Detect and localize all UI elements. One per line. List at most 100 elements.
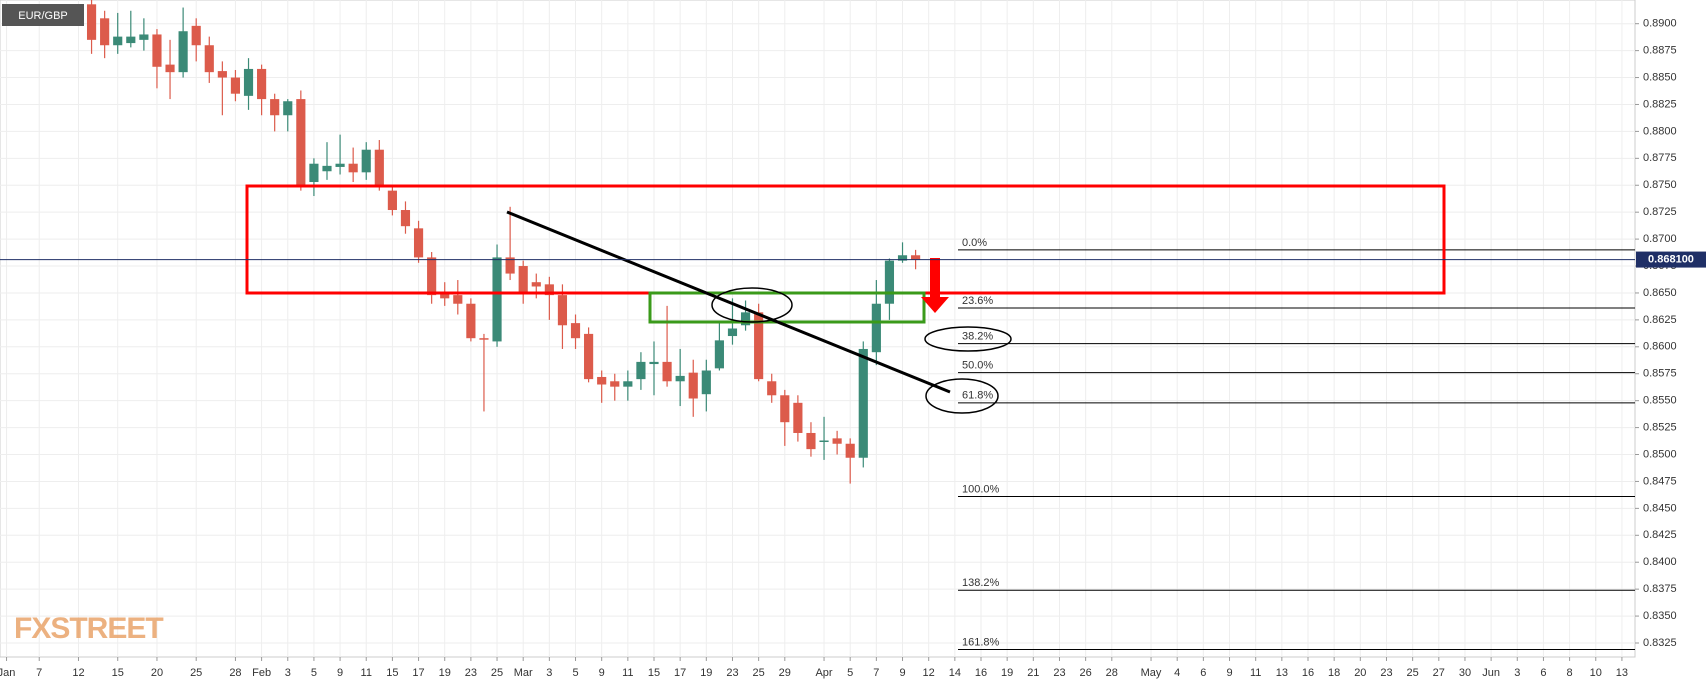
candle-body [139, 34, 149, 40]
x-tick-label: 6 [1200, 667, 1206, 679]
y-tick-label: 0.8500 [1643, 448, 1677, 460]
x-tick-label: 21 [1027, 667, 1039, 679]
fib-label: 61.8% [962, 390, 993, 402]
candle-body [126, 36, 136, 44]
candle-body [165, 64, 175, 73]
candle-body [557, 295, 568, 326]
x-tick-label: 25 [753, 667, 765, 679]
x-tick-label: 25 [190, 667, 202, 679]
x-tick-label: 5 [847, 667, 853, 679]
candle-body [243, 68, 254, 96]
x-tick-label: Jun [1482, 667, 1500, 679]
fib-label: 23.6% [962, 295, 993, 307]
x-tick-label: 23 [465, 667, 477, 679]
candle-body [518, 266, 528, 293]
x-tick-label: 5 [572, 667, 578, 679]
candle-body [714, 340, 724, 369]
y-tick-label: 0.8475 [1643, 475, 1677, 487]
support-zone [648, 291, 926, 324]
candle-body [335, 163, 345, 167]
y-tick-label: 0.8600 [1643, 341, 1677, 353]
candle-body [806, 432, 816, 450]
y-tick-label: 0.8450 [1643, 502, 1677, 514]
candle-body [100, 18, 110, 46]
candles [86, 0, 921, 484]
y-tick-label: 0.8550 [1643, 395, 1677, 407]
candle-body [780, 395, 790, 423]
candle-body [217, 71, 227, 78]
y-tick-label: 0.8700 [1643, 233, 1677, 245]
candle-body [832, 438, 842, 444]
x-tick-label: 30 [1459, 667, 1471, 679]
y-tick-label: 0.8575 [1643, 368, 1677, 380]
x-tick-label: 4 [1174, 667, 1180, 679]
x-tick-label: 16 [1302, 667, 1314, 679]
fib-levels: 0.0% 23.6% 38.2% 50.0% 61.8% 100.0% 138.2% 161.… [958, 237, 1635, 650]
x-tick-label: 27 [1433, 667, 1445, 679]
candle-body [413, 228, 424, 258]
x-tick-label: 13 [1616, 667, 1628, 679]
x-tick-label: 29 [779, 667, 791, 679]
x-tick-label: 3 [1514, 667, 1520, 679]
x-tick-label: 9 [899, 667, 905, 679]
candle-body [767, 381, 777, 396]
arrow-shaft [930, 258, 940, 298]
candle-body [636, 361, 646, 380]
y-tick-label: 0.8400 [1643, 556, 1677, 568]
x-tick-label: Apr [815, 667, 832, 679]
candle-body [544, 284, 554, 296]
x-tick-label: 3 [546, 667, 552, 679]
candle-body [400, 210, 411, 227]
candle-body [911, 255, 921, 260]
x-tick-label: 3 [285, 667, 291, 679]
candle-body [191, 25, 201, 46]
fib-label: 100.0% [962, 483, 1000, 495]
y-tick-label: 0.8800 [1643, 125, 1677, 137]
y-tick-label: 0.8875 [1643, 45, 1677, 57]
x-tick-label: 6 [1540, 667, 1546, 679]
x-tick-label: 23 [1053, 667, 1065, 679]
fib-label: 50.0% [962, 360, 993, 372]
candle-body [453, 295, 463, 304]
candle-body [387, 190, 397, 211]
candle-body [584, 333, 594, 380]
candle-body [270, 99, 280, 116]
candle-body [479, 338, 489, 340]
arrow-head [921, 297, 949, 313]
y-tick-label: 0.8725 [1643, 206, 1677, 218]
y-tick-label: 0.8525 [1643, 421, 1677, 433]
candle-body [296, 99, 306, 186]
y-tick-label: 0.8900 [1643, 18, 1677, 30]
candle-body [492, 257, 502, 342]
plot-area [0, 0, 1636, 658]
y-tick-label: 0.8350 [1643, 610, 1677, 622]
candle-body [230, 77, 241, 94]
x-tick-label: 20 [151, 667, 163, 679]
x-tick-label: 17 [412, 667, 424, 679]
candle-body [649, 361, 659, 365]
candle-body [597, 376, 607, 385]
x-tick-label: 11 [622, 667, 633, 679]
fib-label: 161.8% [962, 636, 1000, 648]
x-tick-label: 28 [1106, 667, 1118, 679]
x-tick-label: 14 [949, 667, 961, 679]
candle-body [257, 68, 267, 100]
y-tick-label: 0.8625 [1643, 314, 1677, 326]
candle-body [152, 34, 162, 67]
candle-body [884, 260, 895, 304]
x-tick-label: 13 [1276, 667, 1288, 679]
x-tick-label: 9 [599, 667, 605, 679]
x-tick-label: 16 [975, 667, 987, 679]
candle-body [440, 292, 450, 299]
x-tick-label: 12 [923, 667, 935, 679]
trendline [506, 210, 951, 394]
fib-label: 0.0% [962, 237, 987, 249]
candle-body [701, 370, 711, 395]
axes: 0.8325 0.8350 0.8375 0.8400 0.8425 0.8450 0.84… [0, 18, 1706, 679]
x-tick-label: 10 [1590, 667, 1602, 679]
x-tick-label: 25 [491, 667, 503, 679]
y-tick-label: 0.8750 [1643, 179, 1677, 191]
x-tick-label: 5 [311, 667, 317, 679]
fib-label: 38.2% [962, 330, 993, 342]
